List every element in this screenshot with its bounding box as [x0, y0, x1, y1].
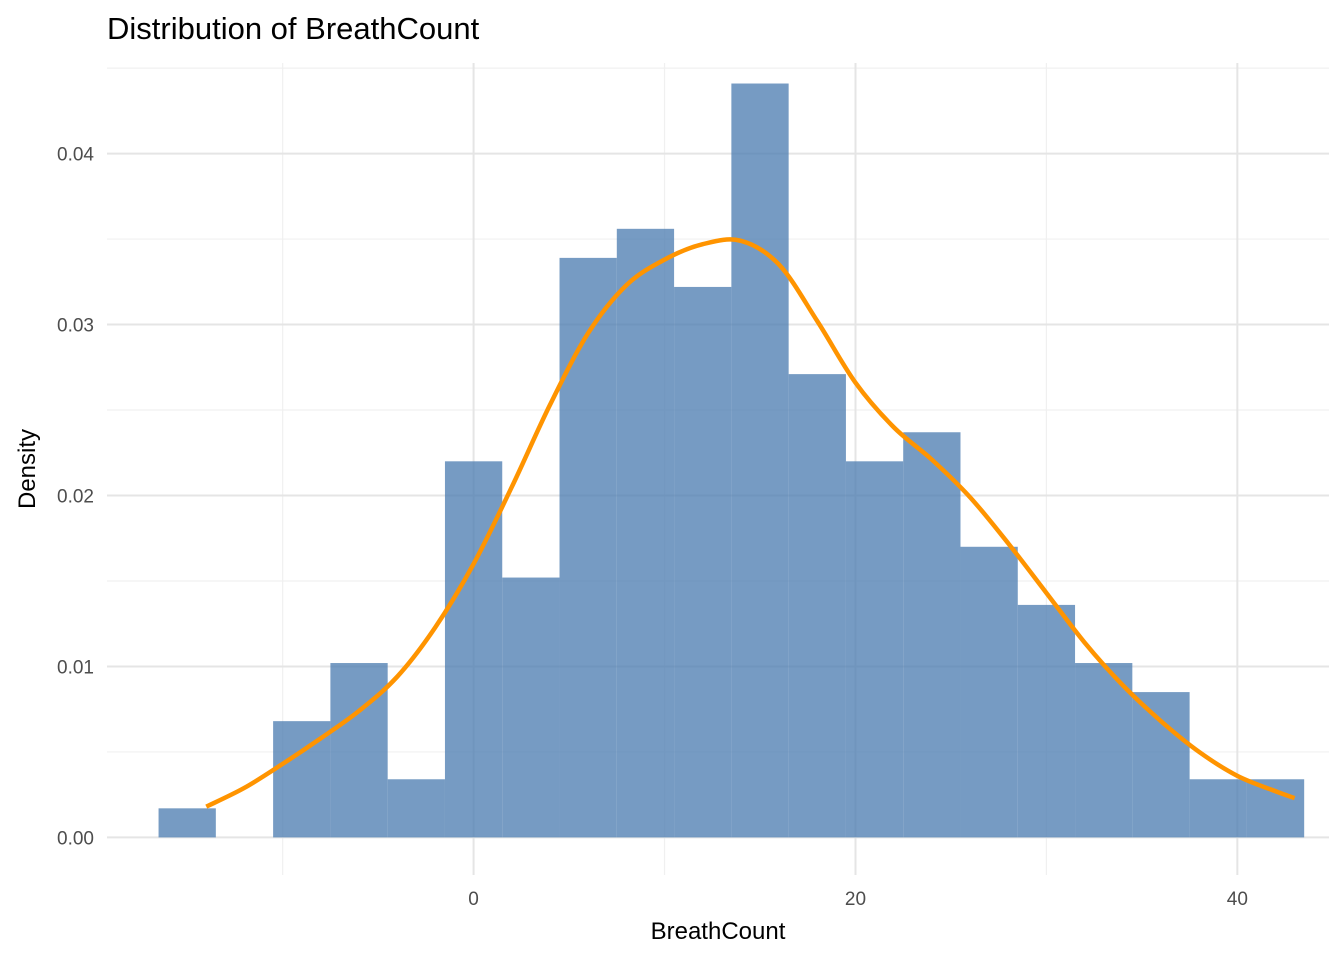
y-tick-label: 0.01 — [57, 657, 94, 678]
histogram-bar — [559, 257, 617, 838]
x-tick-label: 0 — [468, 889, 479, 910]
histogram-bar — [674, 286, 732, 838]
y-tick-label: 0.00 — [57, 828, 94, 849]
density-curve — [205, 237, 1296, 809]
histogram-bar — [387, 779, 445, 838]
x-axis-ticks: 0 20 40 — [468, 889, 1248, 910]
x-tick-label: 20 — [845, 889, 866, 910]
histogram-bar — [1075, 663, 1133, 838]
histogram-bar — [845, 461, 904, 838]
y-axis-ticks: 0.00 0.01 0.02 0.03 0.04 — [57, 145, 94, 850]
y-axis-title: Density — [14, 429, 41, 509]
histogram-bar — [444, 461, 503, 838]
x-axis-title: BreathCount — [651, 918, 786, 945]
histogram-bar — [960, 546, 1018, 838]
histogram-bar — [502, 577, 560, 838]
histogram-bars — [158, 83, 1305, 838]
x-tick-label: 40 — [1227, 889, 1248, 910]
histogram-bar — [158, 808, 216, 838]
histogram-bar — [330, 663, 388, 838]
histogram-bar — [616, 228, 675, 838]
histogram-bar — [1132, 692, 1190, 838]
histogram-bar — [903, 432, 961, 838]
y-tick-label: 0.04 — [57, 145, 94, 166]
histogram-bar — [1017, 604, 1076, 838]
histogram-bar — [788, 374, 846, 838]
histogram-bar — [1246, 779, 1305, 838]
chart-title: Distribution of BreathCount — [107, 11, 480, 46]
histogram-bar — [731, 83, 789, 838]
y-tick-label: 0.02 — [57, 486, 94, 507]
density-curve-layer — [205, 237, 1296, 809]
histogram-bar — [1189, 779, 1247, 838]
y-tick-label: 0.03 — [57, 316, 94, 337]
